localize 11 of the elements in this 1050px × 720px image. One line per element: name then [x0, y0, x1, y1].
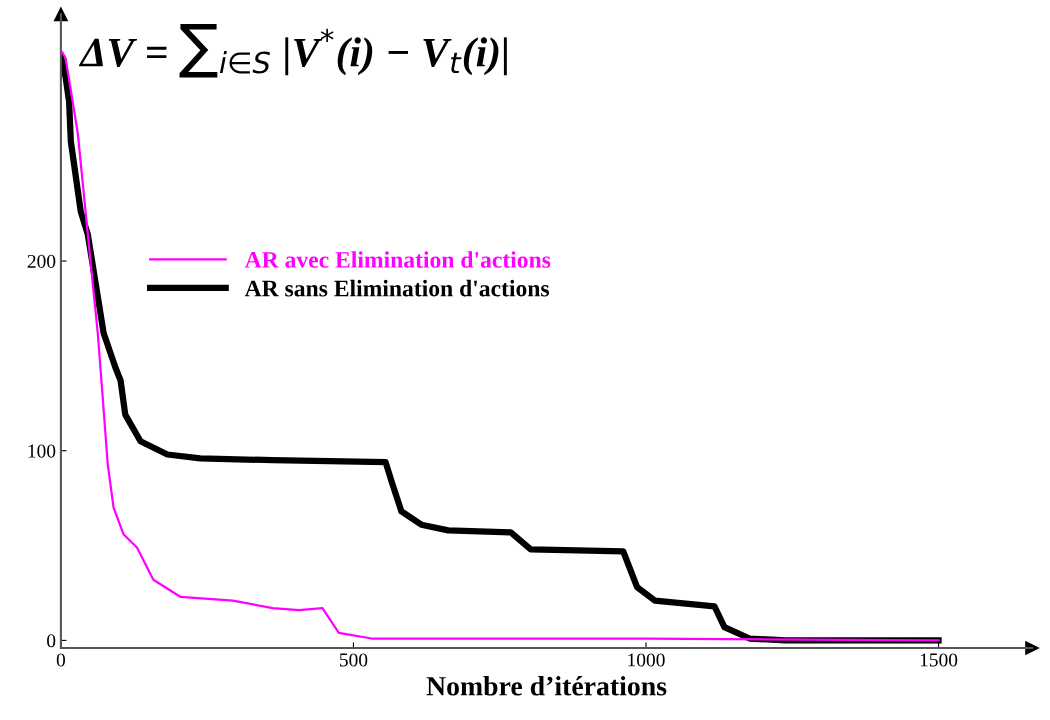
legend-label: AR sans Elimination d'actions — [244, 279, 550, 297]
x-tick-label: 1000 — [628, 653, 665, 667]
x-tick-label: 1500 — [920, 653, 958, 667]
annotation: ΔV = ∑$_{i∈S}$ |V$^{*}$(i) − V$_{t}$(i)| — [78, 23, 507, 78]
y-tick-label: 200 — [27, 254, 56, 268]
y-tick-label: 100 — [28, 444, 56, 458]
y-tick-label: 0 — [47, 634, 56, 648]
legend-label: AR avec Elimination d'actions — [244, 251, 551, 268]
x-tick-label: 500 — [339, 653, 368, 667]
x-tick-label: 0 — [56, 653, 66, 667]
x-axis-title: Nombre d’itérations — [426, 676, 667, 696]
